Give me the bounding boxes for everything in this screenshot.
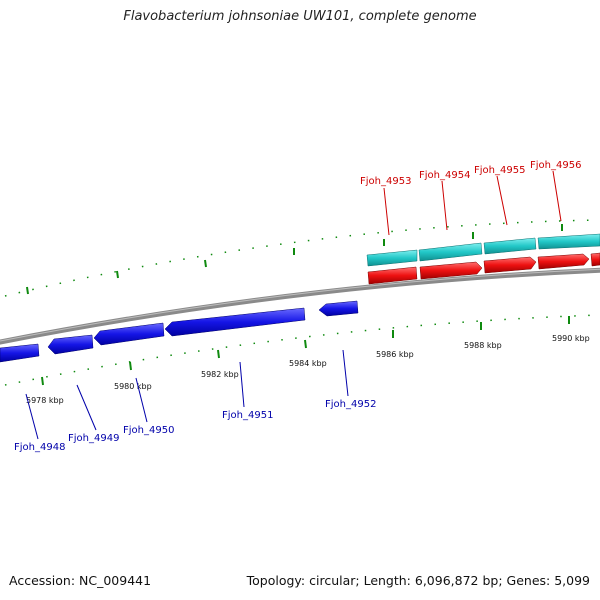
gene-arrow[interactable] (419, 261, 483, 280)
reverse-gene-labels: Fjoh_4948 Fjoh_4949 Fjoh_4950 Fjoh_4951 … (14, 399, 376, 453)
forward-gene-labels: Fjoh_4953 Fjoh_4954 Fjoh_4955 Fjoh_4956 (360, 160, 581, 187)
gene-arrow[interactable] (590, 252, 600, 267)
gene-label-forward[interactable]: Fjoh_4955 (474, 165, 525, 176)
gene-label-reverse[interactable]: Fjoh_4952 (325, 399, 376, 410)
tick-label: 5988 kbp (464, 341, 502, 350)
gene-arrow[interactable] (47, 334, 94, 355)
upper-tick-track (4, 219, 600, 297)
gene-label-forward[interactable]: Fjoh_4953 (360, 176, 411, 187)
tick-label: 5980 kbp (114, 382, 152, 391)
tick-label: 5986 kbp (376, 350, 414, 359)
gene-arrow[interactable] (367, 266, 418, 285)
gene-arrow[interactable] (537, 233, 600, 250)
gene-label-forward[interactable]: Fjoh_4956 (530, 160, 581, 171)
gene-arrow[interactable] (0, 343, 40, 363)
gene-label-reverse[interactable]: Fjoh_4949 (68, 433, 119, 444)
gene-arrow[interactable] (318, 300, 359, 317)
genome-summary-text: Topology: circular; Length: 6,096,872 bp… (246, 573, 590, 588)
forward-genes-lower-row (367, 252, 600, 285)
gene-label-reverse[interactable]: Fjoh_4950 (123, 425, 174, 436)
lower-major-ticks (41, 316, 570, 386)
gene-label-forward[interactable]: Fjoh_4954 (419, 170, 470, 181)
tick-label: 5984 kbp (289, 359, 327, 368)
gene-label-reverse[interactable]: Fjoh_4948 (14, 442, 65, 453)
gene-arrow[interactable] (366, 249, 418, 267)
tick-label: 5990 kbp (552, 334, 590, 343)
accession-text: Accession: NC_009441 (9, 573, 152, 588)
gene-arrow[interactable] (483, 256, 537, 274)
tick-label: 5982 kbp (201, 370, 239, 379)
gene-arrow[interactable] (93, 322, 165, 346)
reverse-label-leaders (25, 349, 349, 440)
gene-arrow[interactable] (418, 242, 483, 262)
lower-tick-track (4, 314, 600, 386)
gene-arrow[interactable] (164, 307, 306, 337)
gene-arrow[interactable] (537, 253, 590, 270)
upper-major-ticks (26, 224, 563, 295)
gene-label-reverse[interactable]: Fjoh_4951 (222, 410, 273, 421)
reverse-genes-row (0, 300, 359, 363)
forward-genes-upper-row (366, 233, 600, 267)
tick-label: 5978 kbp (26, 396, 64, 405)
gene-arrow[interactable] (483, 237, 537, 255)
position-tick-labels: 5978 kbp 5980 kbp 5982 kbp 5984 kbp 5986… (26, 334, 590, 405)
genome-backbone (0, 267, 600, 345)
forward-label-leaders (383, 170, 562, 236)
map-title: Flavobacterium johnsoniae UW101, complet… (123, 9, 477, 24)
